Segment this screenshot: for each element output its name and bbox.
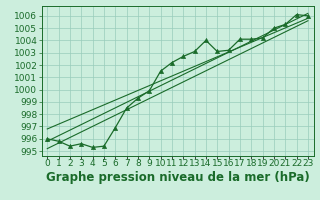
X-axis label: Graphe pression niveau de la mer (hPa): Graphe pression niveau de la mer (hPa)	[46, 171, 309, 184]
